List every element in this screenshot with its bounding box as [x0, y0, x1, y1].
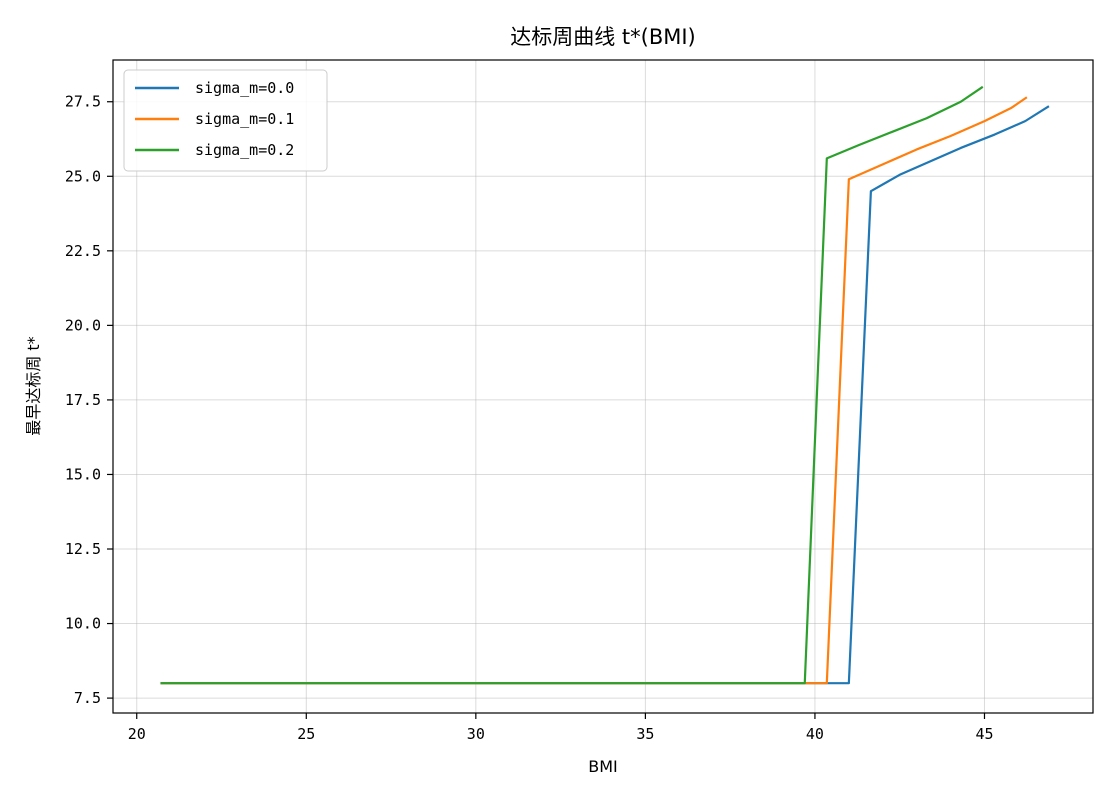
- y-tick-label: 22.5: [65, 242, 101, 260]
- y-tick-label: 20.0: [65, 316, 101, 334]
- series-line-0: [160, 105, 1050, 685]
- x-axis-label: BMI: [588, 757, 618, 776]
- x-tick-label: 40: [806, 725, 824, 743]
- x-tick-label: 25: [297, 725, 315, 743]
- series-line-2: [160, 85, 984, 685]
- x-tick-label: 35: [636, 725, 654, 743]
- legend-label-2: sigma_m=0.2: [195, 141, 294, 159]
- y-tick-label: 27.5: [65, 93, 101, 111]
- series-lines: [160, 85, 1050, 685]
- y-tick-label: 17.5: [65, 391, 101, 409]
- chart-title: 达标周曲线 t*(BMI): [510, 25, 696, 49]
- y-tick-label: 12.5: [65, 540, 101, 558]
- x-tick-label: 45: [975, 725, 993, 743]
- y-tick-label: 25.0: [65, 167, 101, 185]
- grid-lines: [113, 60, 1093, 713]
- plot-area-frame: [112, 59, 1094, 714]
- y-tick-label: 7.5: [74, 689, 101, 707]
- legend-label-1: sigma_m=0.1: [195, 110, 294, 128]
- legend: sigma_m=0.0 sigma_m=0.1 sigma_m=0.2: [123, 69, 328, 172]
- y-tick-label: 10.0: [65, 615, 101, 633]
- legend-box: [123, 69, 328, 172]
- y-tick-label: 15.0: [65, 465, 101, 483]
- axis-ticks: 20 25 30 35 40 45 7.5 10.0 12.5 15.0 17.5 20.0 22.5 2…: [65, 93, 994, 743]
- series-line-1: [160, 96, 1028, 685]
- x-tick-label: 20: [128, 725, 146, 743]
- x-tick-label: 30: [467, 725, 485, 743]
- y-axis-label: 最早达标周 t*: [24, 336, 43, 435]
- legend-label-0: sigma_m=0.0: [195, 79, 294, 97]
